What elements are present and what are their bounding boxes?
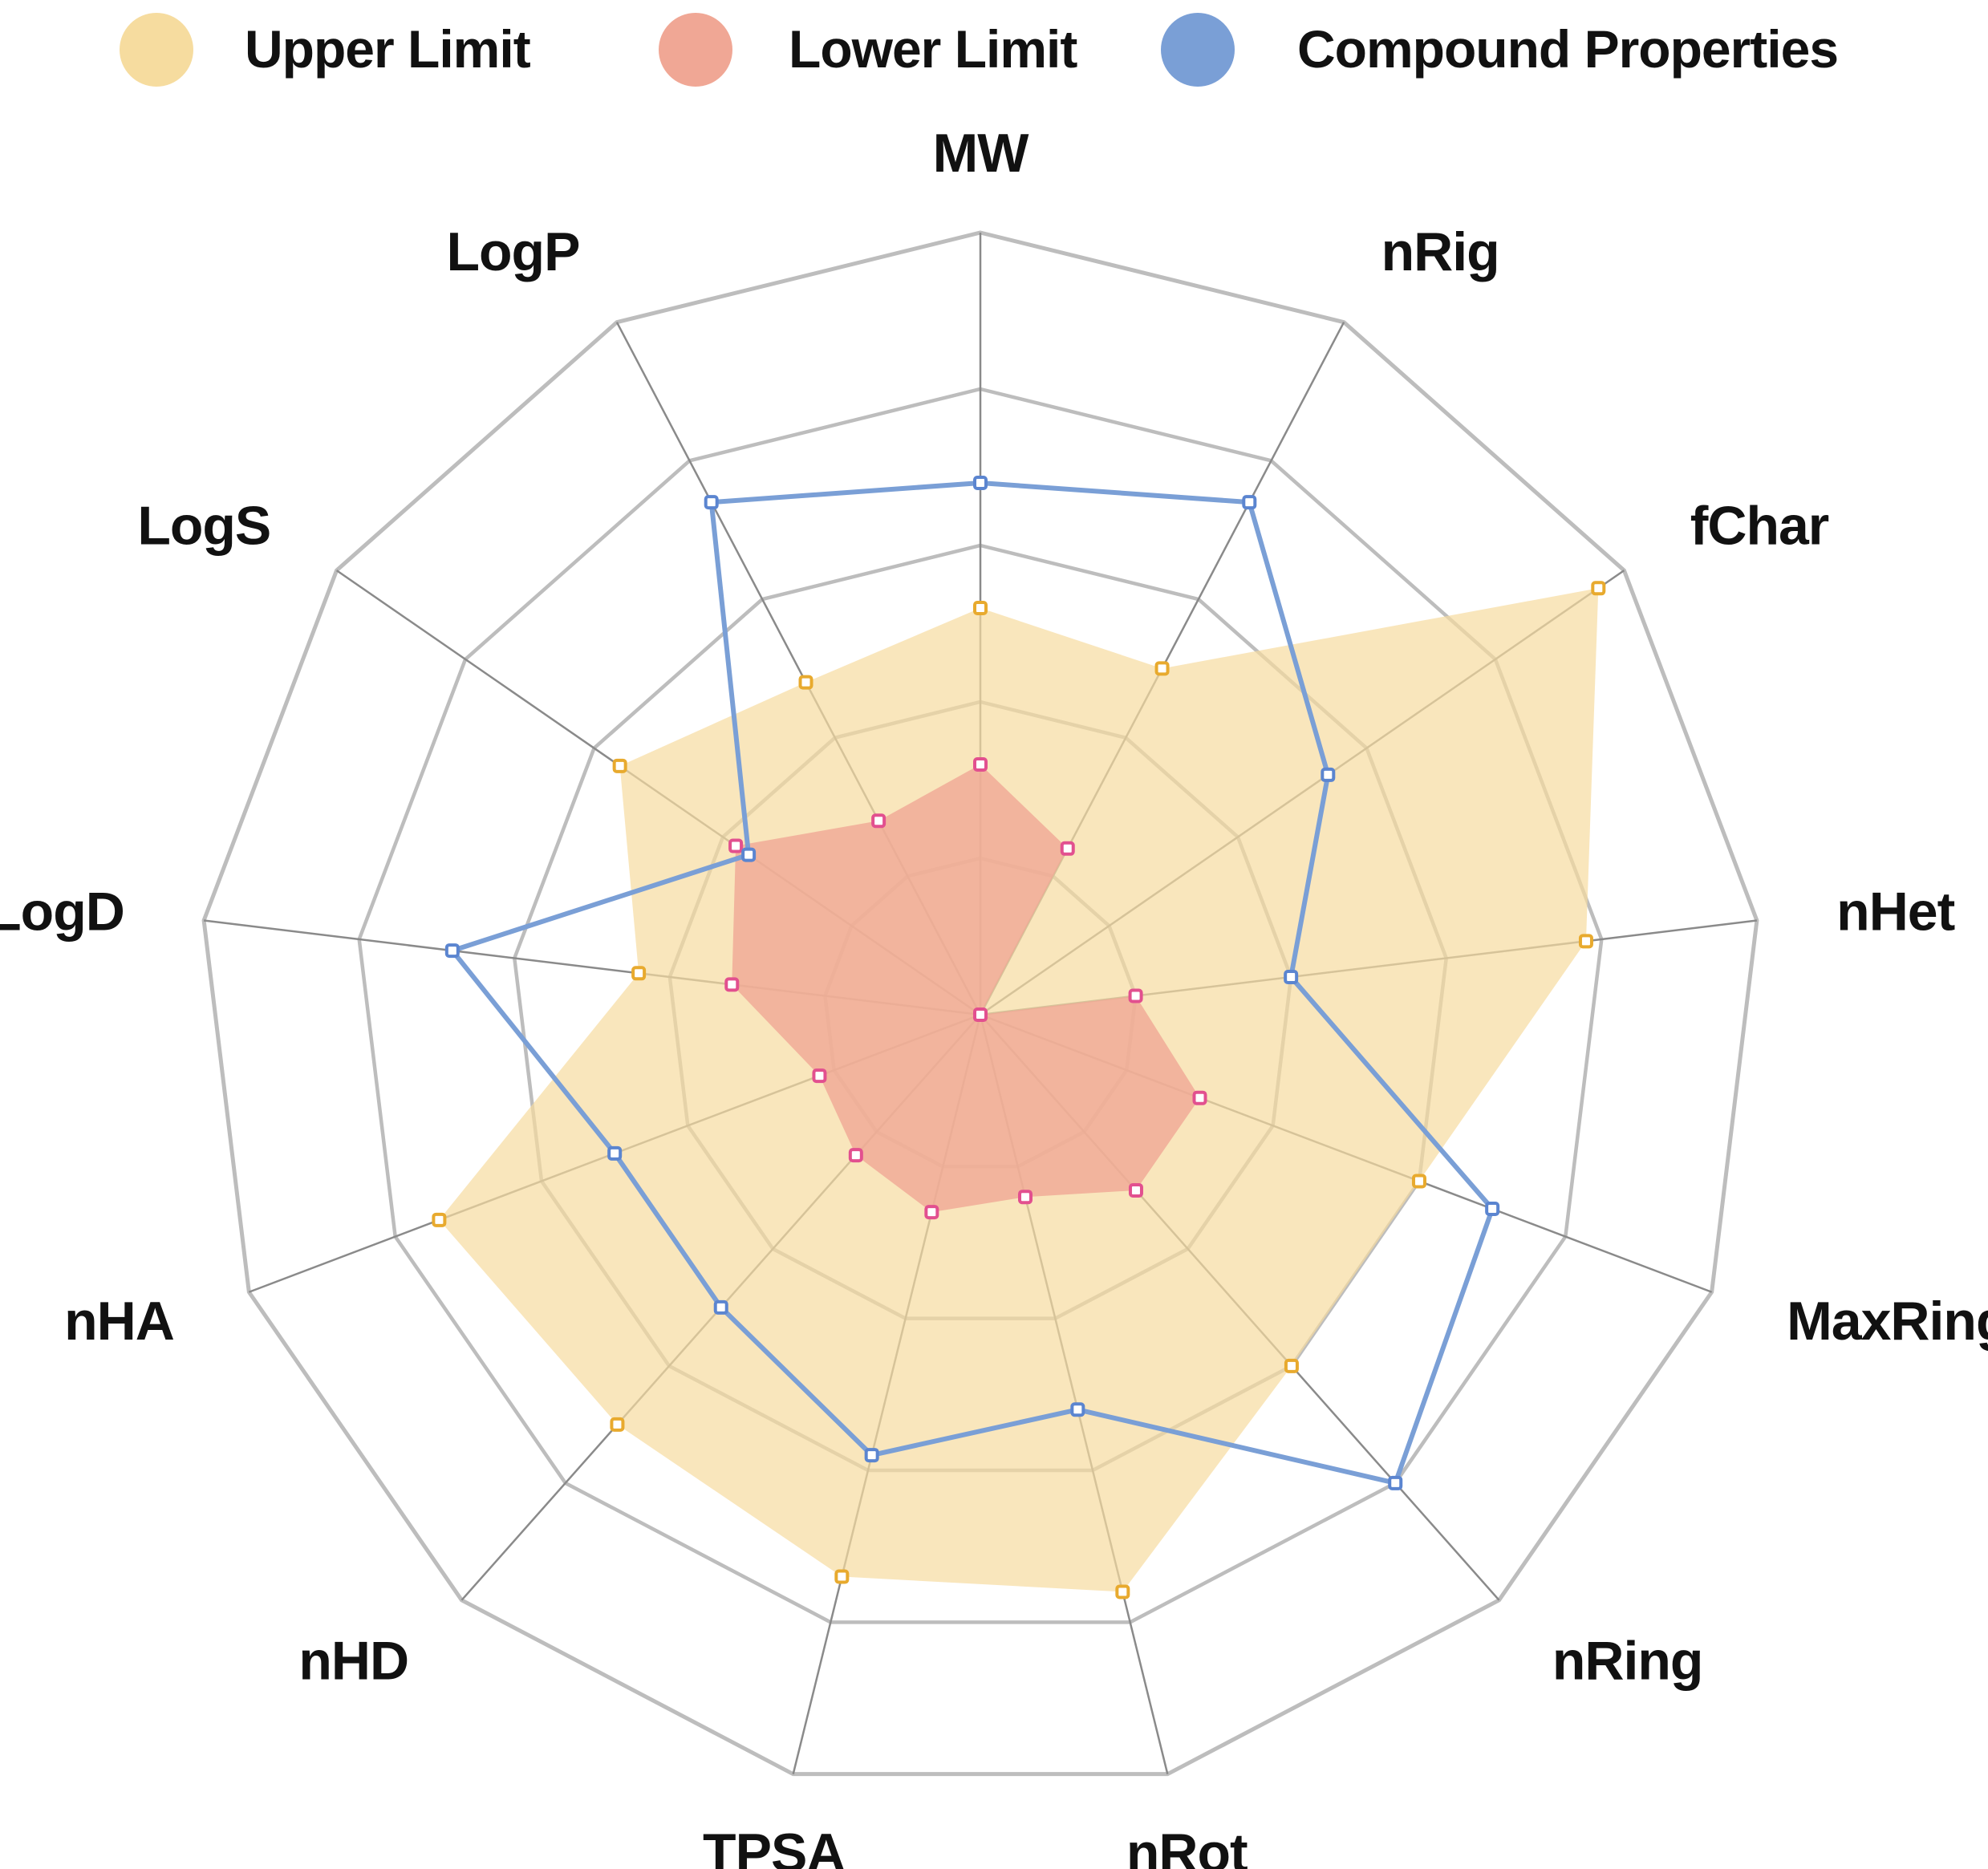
legend-swatch-lower-limit	[659, 13, 732, 87]
marker-lower-limit-logs	[728, 838, 744, 853]
marker-upper-limit-logs	[612, 758, 627, 773]
marker-compound-properties-nha	[607, 1145, 623, 1161]
axis-label-mw: MW	[933, 123, 1030, 184]
axis-label-nrig: nRig	[1381, 221, 1499, 282]
marker-compound-properties-nhet	[1284, 969, 1299, 984]
marker-compound-properties-nrig	[1242, 495, 1257, 510]
marker-upper-limit-mw	[973, 601, 988, 615]
axis-label-nha: nHA	[64, 1291, 174, 1352]
legend: Upper Limit Lower Limit Compound Propert…	[120, 13, 1839, 87]
marker-lower-limit-logd	[724, 977, 740, 992]
axis-label-nring: nRing	[1552, 1631, 1703, 1692]
axis-label-nrot: nRot	[1126, 1822, 1248, 1869]
axis-label-nhd: nHD	[298, 1631, 408, 1692]
marker-upper-limit-logd	[631, 966, 647, 981]
marker-upper-limit-nrig	[1154, 661, 1170, 676]
marker-upper-limit-nring	[1284, 1358, 1299, 1373]
legend-swatch-upper-limit	[120, 13, 193, 87]
marker-upper-limit-logp	[798, 675, 813, 690]
marker-lower-limit-fchar	[973, 1007, 988, 1022]
marker-upper-limit-nhd	[610, 1417, 625, 1432]
marker-lower-limit-logp	[871, 813, 886, 829]
marker-upper-limit-tpsa	[834, 1569, 850, 1584]
marker-upper-limit-fchar	[1591, 581, 1606, 596]
series-layer	[439, 480, 1599, 1592]
marker-upper-limit-maxring	[1411, 1174, 1426, 1189]
marker-lower-limit-mw	[973, 757, 988, 772]
axis-label-logd: LogD	[0, 881, 124, 942]
axis-label-nhet: nHet	[1836, 881, 1954, 942]
axis-label-logp: LogP	[446, 221, 579, 282]
marker-lower-limit-maxring	[1192, 1090, 1207, 1105]
marker-lower-limit-nhd	[848, 1148, 863, 1163]
marker-compound-properties-tpsa	[864, 1448, 879, 1463]
grid-ring	[201, 230, 1759, 1777]
axis-labels: MW nRig fChar nHet MaxRing nRing nRot TPSA nHD nH…	[0, 123, 1988, 1869]
marker-lower-limit-nrot	[1017, 1190, 1033, 1205]
marker-upper-limit-nha	[432, 1212, 447, 1227]
series-area-lower-limit	[732, 764, 1200, 1213]
marker-compound-properties-maxring	[1485, 1202, 1500, 1217]
legend-label-lower-limit: Lower Limit	[789, 19, 1077, 79]
marker-layer	[432, 476, 1606, 1599]
marker-lower-limit-nring	[1128, 1182, 1143, 1198]
marker-upper-limit-nhet	[1578, 934, 1593, 949]
marker-compound-properties-mw	[973, 476, 988, 490]
marker-compound-properties-nhd	[713, 1299, 728, 1315]
legend-label-compound-properties: Compound Properties	[1297, 19, 1838, 79]
marker-compound-properties-nring	[1388, 1475, 1403, 1490]
marker-compound-properties-logp	[704, 495, 719, 510]
axis-label-maxring: MaxRing	[1787, 1291, 1988, 1352]
marker-lower-limit-nrig	[1060, 841, 1075, 856]
axis-label-tpsa: TPSA	[703, 1822, 845, 1869]
marker-compound-properties-logd	[444, 943, 460, 959]
marker-upper-limit-nrot	[1115, 1584, 1130, 1599]
legend-swatch-compound-properties	[1161, 13, 1235, 87]
axis-label-fchar: fChar	[1690, 495, 1829, 556]
marker-compound-properties-nrot	[1070, 1402, 1085, 1417]
legend-label-upper-limit: Upper Limit	[245, 19, 531, 79]
marker-compound-properties-fchar	[1321, 767, 1336, 782]
marker-lower-limit-tpsa	[924, 1205, 939, 1220]
axis-label-logs: LogS	[137, 495, 270, 556]
marker-compound-properties-logs	[741, 847, 757, 862]
marker-lower-limit-nhet	[1128, 988, 1143, 1003]
marker-lower-limit-nha	[812, 1068, 827, 1084]
series-area-compound-properties	[449, 480, 1495, 1486]
